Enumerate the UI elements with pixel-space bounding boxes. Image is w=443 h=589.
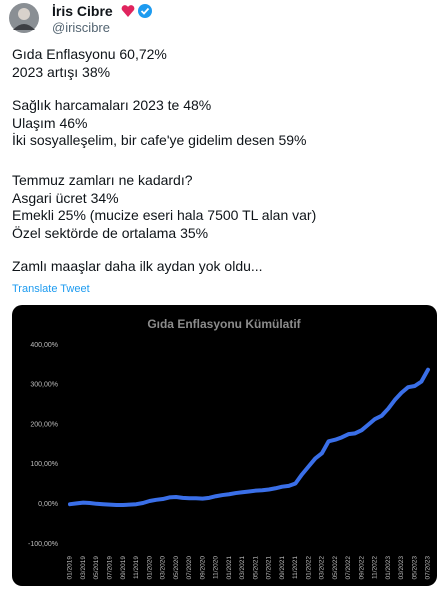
chart-background: [12, 305, 437, 586]
x-tick-label: 01/2020: [146, 556, 153, 580]
tweet-line: Ulaşım 46%: [12, 114, 88, 131]
author-name[interactable]: İris Cibre: [52, 3, 113, 19]
x-tick-label: 09/2022: [358, 556, 365, 580]
y-tick-label: -100,00%: [28, 541, 58, 548]
x-tick-label: 09/2019: [120, 556, 127, 580]
x-tick-label: 03/2020: [160, 556, 167, 580]
tweet-line: 2023 artışı 38%: [12, 63, 111, 80]
translate-link[interactable]: Translate Tweet: [12, 283, 90, 295]
x-tick-label: 07/2019: [106, 556, 113, 580]
x-tick-label: 05/2021: [252, 556, 259, 580]
x-tick-label: 03/2022: [319, 556, 326, 580]
tweet-line: Özel sektörde de ortalama 35%: [12, 224, 209, 241]
x-tick-label: 01/2021: [226, 556, 233, 580]
x-tick-label: 07/2021: [266, 556, 273, 580]
badges: [121, 4, 152, 18]
tweet-line: Asgari ücret 34%: [12, 189, 119, 206]
x-tick-label: 01/2023: [385, 556, 392, 580]
y-tick-label: 0,00%: [38, 501, 58, 508]
tweet-line: Temmuz zamları ne kadardı?: [12, 172, 193, 188]
tweet-line: Sağlık harcamaları 2023 te 48%: [12, 97, 212, 113]
y-tick-label: 100,00%: [30, 461, 58, 468]
x-tick-label: 11/2020: [213, 556, 220, 579]
data-line: [68, 367, 430, 507]
x-tick-label: 11/2019: [133, 556, 140, 579]
chart-title: Gıda Enflasyonu Kümülatif: [147, 317, 301, 331]
x-tick-label: 05/2020: [173, 556, 180, 580]
x-tick-label: 07/2022: [345, 556, 352, 580]
x-tick-label: 05/2023: [411, 556, 418, 580]
tweet-line: İki sosyalleşelim, bir cafe'ye gidelim d…: [12, 132, 307, 148]
x-tick-label: 01/2019: [67, 556, 74, 580]
avatar[interactable]: [8, 2, 40, 34]
x-tick-label: 03/2021: [239, 556, 246, 580]
tweet-line: Gıda Enflasyonu 60,72%: [12, 46, 167, 62]
x-tick-label: 03/2019: [80, 556, 87, 580]
x-tick-label: 01/2022: [305, 556, 312, 580]
chart: Gıda Enflasyonu Kümülatif -100,00% 0,00% 1…: [12, 305, 437, 586]
x-tick-label: 11/2021: [292, 556, 299, 579]
tweet-line: Emekli 25% (mucize eseri hala 7500 TL al…: [12, 207, 317, 223]
x-tick-label: 07/2020: [186, 556, 193, 580]
tweet-line: Zamlı maaşlar daha ilk aydan yok oldu...: [12, 258, 263, 274]
author-handle[interactable]: @iriscibre: [52, 20, 110, 35]
y-tick-label: 400,00%: [30, 342, 58, 349]
x-tick-label: 05/2019: [93, 556, 100, 580]
y-tick-label: 200,00%: [30, 421, 58, 428]
x-tick-label: 03/2023: [398, 556, 405, 580]
x-tick-label: 09/2020: [199, 556, 206, 580]
x-tick-label: 07/2023: [425, 556, 432, 580]
x-tick-label: 09/2021: [279, 556, 286, 580]
x-tick-label: 11/2022: [372, 556, 379, 579]
x-tick-label: 05/2022: [332, 556, 339, 580]
y-tick-label: 300,00%: [30, 382, 58, 389]
